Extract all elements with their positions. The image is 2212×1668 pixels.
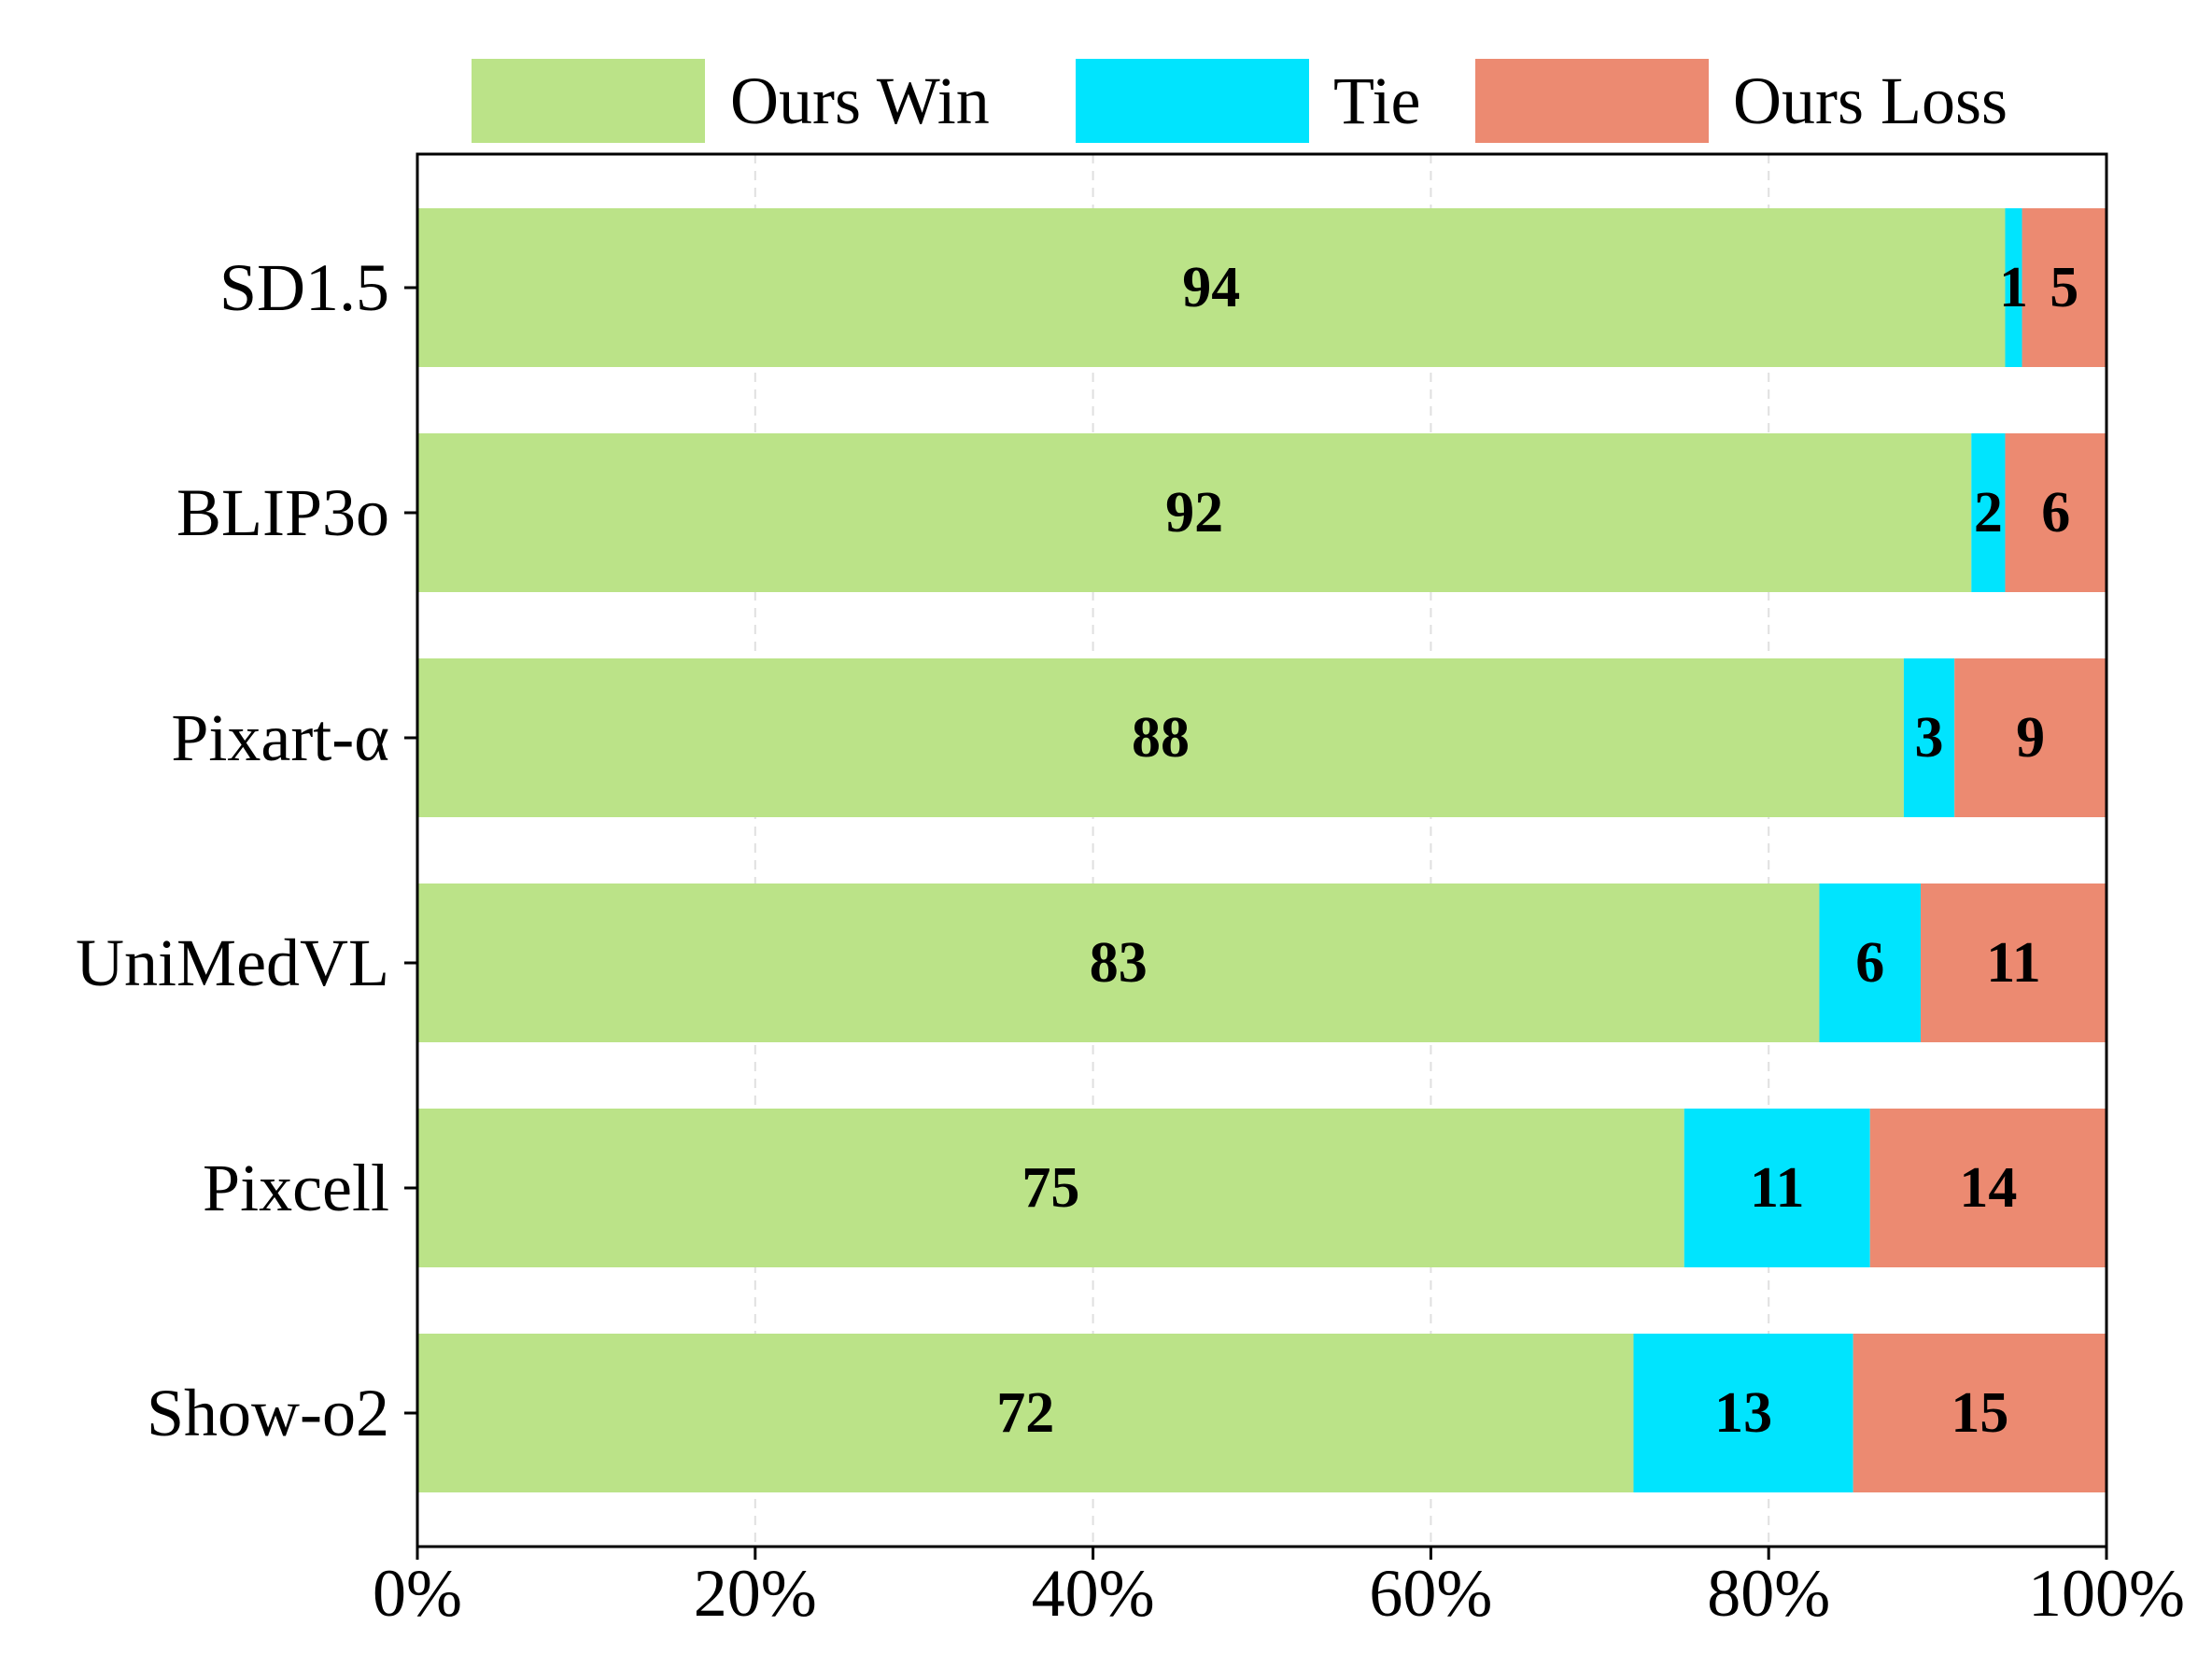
- x-tick-label-60: 60%: [1369, 1556, 1492, 1631]
- value-label-sd1-5-ours-win: 94: [1182, 256, 1240, 319]
- bar-unimedvl-ours-win: [417, 883, 1820, 1042]
- value-label-pixcell-ours-loss: 14: [1959, 1156, 2017, 1220]
- legend-swatch-tie: [1076, 59, 1309, 143]
- category-label-blip3o: BLIP3o: [176, 475, 389, 550]
- bar-unimedvl-tie: [1819, 883, 1922, 1042]
- bar-blip3o-ours-loss: [2005, 433, 2106, 592]
- legend-swatch-ours-win: [472, 59, 705, 143]
- category-label-show-o2: Show-o2: [147, 1376, 389, 1450]
- value-label-blip3o-ours-loss: 6: [2041, 481, 2070, 544]
- category-label-pixcell: Pixcell: [203, 1151, 389, 1225]
- category-label-sd1-5: SD1.5: [219, 250, 389, 325]
- y-axis: SD1.5 BLIP3o Pixart-α UniMedVL Pixcell Show-o…: [76, 250, 417, 1450]
- value-label-pixcell-tie: 11: [1750, 1156, 1805, 1220]
- legend-label-ours-loss: Ours Loss: [1733, 64, 2008, 138]
- value-label-blip3o-tie: 2: [1974, 481, 2003, 544]
- bar-pixart-tie: [1903, 658, 1955, 817]
- value-label-unimedvl-ours-win: 83: [1090, 931, 1148, 995]
- legend-label-ours-win: Ours Win: [730, 64, 990, 138]
- legend-swatch-ours-loss: [1475, 59, 1709, 143]
- value-label-unimedvl-ours-loss: 11: [1986, 931, 2041, 995]
- category-label-pixart: Pixart-α: [171, 700, 389, 775]
- bar-unimedvl-ours-loss: [1921, 883, 2106, 1042]
- bar-blip3o-ours-win: [417, 433, 1972, 592]
- value-label-unimedvl-tie: 6: [1855, 931, 1884, 995]
- bar-pixcell-ours-loss: [1869, 1109, 2106, 1267]
- bar-blip3o-tie: [1971, 433, 2006, 592]
- value-label-show-o2-ours-loss: 15: [1951, 1381, 2008, 1445]
- value-label-sd1-5-ours-loss: 5: [2050, 256, 2078, 319]
- x-tick-label-40: 40%: [1032, 1556, 1155, 1631]
- bar-show-o2-ours-loss: [1853, 1334, 2106, 1492]
- bar-sd1-5-tie: [2005, 208, 2022, 367]
- value-label-show-o2-tie: 13: [1714, 1381, 1772, 1445]
- category-label-unimedvl: UniMedVL: [76, 926, 389, 1000]
- legend: Ours Win Tie Ours Loss: [472, 59, 2008, 143]
- value-label-sd1-5-tie: 1: [1999, 256, 2028, 319]
- bars: [417, 208, 2106, 1492]
- x-tick-label-20: 20%: [694, 1556, 817, 1631]
- bar-sd1-5-ours-win: [417, 208, 2006, 367]
- legend-label-tie: Tie: [1333, 64, 1420, 138]
- value-label-pixart-ours-loss: 9: [2016, 706, 2045, 770]
- bar-show-o2-tie: [1633, 1334, 1853, 1492]
- value-label-show-o2-ours-win: 72: [996, 1381, 1054, 1445]
- x-tick-label-0: 0%: [373, 1556, 462, 1631]
- bar-pixart-ours-win: [417, 658, 1904, 817]
- bar-show-o2-ours-win: [417, 1334, 1634, 1492]
- bar-sd1-5-ours-loss: [2022, 208, 2106, 367]
- value-label-pixcell-ours-win: 75: [1021, 1156, 1079, 1220]
- x-axis: 0% 20% 40% 60% 80% 100%: [373, 1547, 2185, 1631]
- x-tick-label-80: 80%: [1707, 1556, 1830, 1631]
- plot-frame: [416, 152, 2108, 1548]
- value-label-blip3o-ours-win: 92: [1165, 481, 1223, 544]
- value-label-pixart-tie: 3: [1915, 706, 1944, 770]
- value-label-pixart-ours-win: 88: [1132, 706, 1190, 770]
- bar-pixcell-ours-win: [417, 1109, 1684, 1267]
- bar-pixcell-tie: [1684, 1109, 1870, 1267]
- bar-pixart-ours-loss: [1954, 658, 2106, 817]
- x-tick-label-100: 100%: [2028, 1556, 2185, 1631]
